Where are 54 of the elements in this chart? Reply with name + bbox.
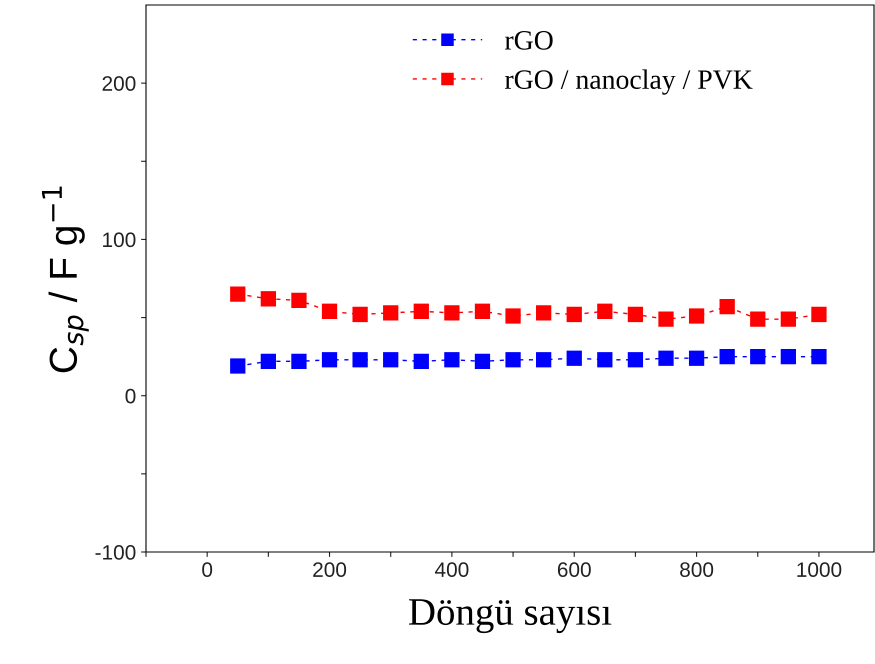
point <box>291 292 307 308</box>
point <box>414 354 429 369</box>
point <box>536 305 552 321</box>
point <box>811 306 827 322</box>
y-axis-title: C$_{sp}$ / F g$^{−1}$ <box>42 186 89 372</box>
point <box>536 352 552 368</box>
point <box>352 352 368 368</box>
point <box>260 291 276 306</box>
point <box>658 311 674 327</box>
point <box>322 352 338 368</box>
point <box>444 352 460 368</box>
point <box>352 306 368 322</box>
point <box>597 304 612 319</box>
point <box>750 311 766 327</box>
x-tick-label: 400 <box>434 562 468 578</box>
x-axis-title: Döngü sayısı <box>409 599 612 634</box>
point <box>688 350 704 366</box>
point <box>688 308 704 324</box>
point <box>505 352 521 368</box>
x-tick-label: 800 <box>680 562 714 578</box>
point <box>720 298 735 314</box>
point <box>628 306 644 322</box>
point <box>383 352 398 368</box>
point <box>566 350 582 366</box>
point <box>230 286 246 302</box>
point <box>628 352 644 368</box>
x-tick-label: 1000 <box>797 562 842 578</box>
point <box>720 349 735 364</box>
point <box>474 304 490 319</box>
point <box>474 354 490 369</box>
y-tick-label: -100 <box>96 545 136 560</box>
y-tick-label: 200 <box>102 76 136 91</box>
point <box>414 304 429 319</box>
point <box>811 349 827 364</box>
x-tick-label: 0 <box>202 562 212 578</box>
point <box>322 304 338 319</box>
point <box>566 306 582 322</box>
y-tick-label: 0 <box>126 388 136 404</box>
point <box>230 358 246 374</box>
point <box>260 354 276 369</box>
point <box>658 350 674 366</box>
point <box>291 354 307 369</box>
legend-label: rGO / nanoclay / PVK <box>504 69 753 95</box>
legend-label: rGO <box>504 31 553 50</box>
y-tick-label: 100 <box>103 232 136 248</box>
point <box>780 349 796 364</box>
x-tick-label: 200 <box>313 562 346 578</box>
point <box>383 305 398 321</box>
point <box>780 311 796 327</box>
point <box>444 305 460 321</box>
point <box>750 349 766 364</box>
x-tick-label: 600 <box>558 562 591 578</box>
point <box>597 352 612 368</box>
point <box>505 308 521 324</box>
